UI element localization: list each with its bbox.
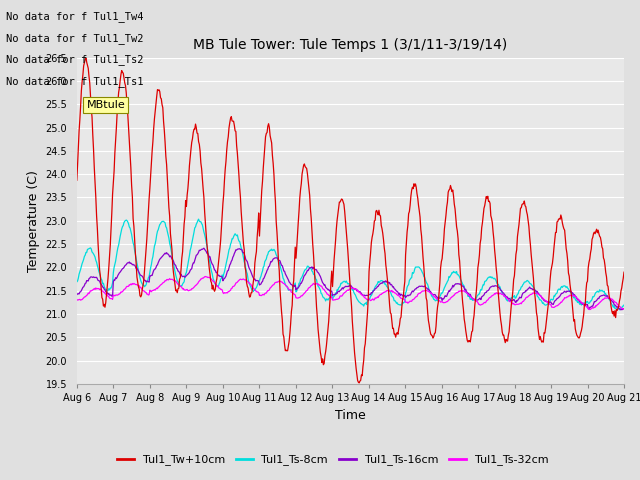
Text: No data for f Tul1_Tw4: No data for f Tul1_Tw4 <box>6 11 144 22</box>
Title: MB Tule Tower: Tule Temps 1 (3/1/11-3/19/14): MB Tule Tower: Tule Temps 1 (3/1/11-3/19… <box>193 38 508 52</box>
Text: No data for f Tul1_Tw2: No data for f Tul1_Tw2 <box>6 33 144 44</box>
X-axis label: Time: Time <box>335 408 366 421</box>
Text: MBtule: MBtule <box>86 100 125 110</box>
Y-axis label: Temperature (C): Temperature (C) <box>27 170 40 272</box>
Legend: Tul1_Tw+10cm, Tul1_Ts-8cm, Tul1_Ts-16cm, Tul1_Ts-32cm: Tul1_Tw+10cm, Tul1_Ts-8cm, Tul1_Ts-16cm,… <box>113 450 553 469</box>
Text: No data for f Tul1_Ts2: No data for f Tul1_Ts2 <box>6 54 144 65</box>
Text: No data for f Tul1_Ts1: No data for f Tul1_Ts1 <box>6 76 144 87</box>
